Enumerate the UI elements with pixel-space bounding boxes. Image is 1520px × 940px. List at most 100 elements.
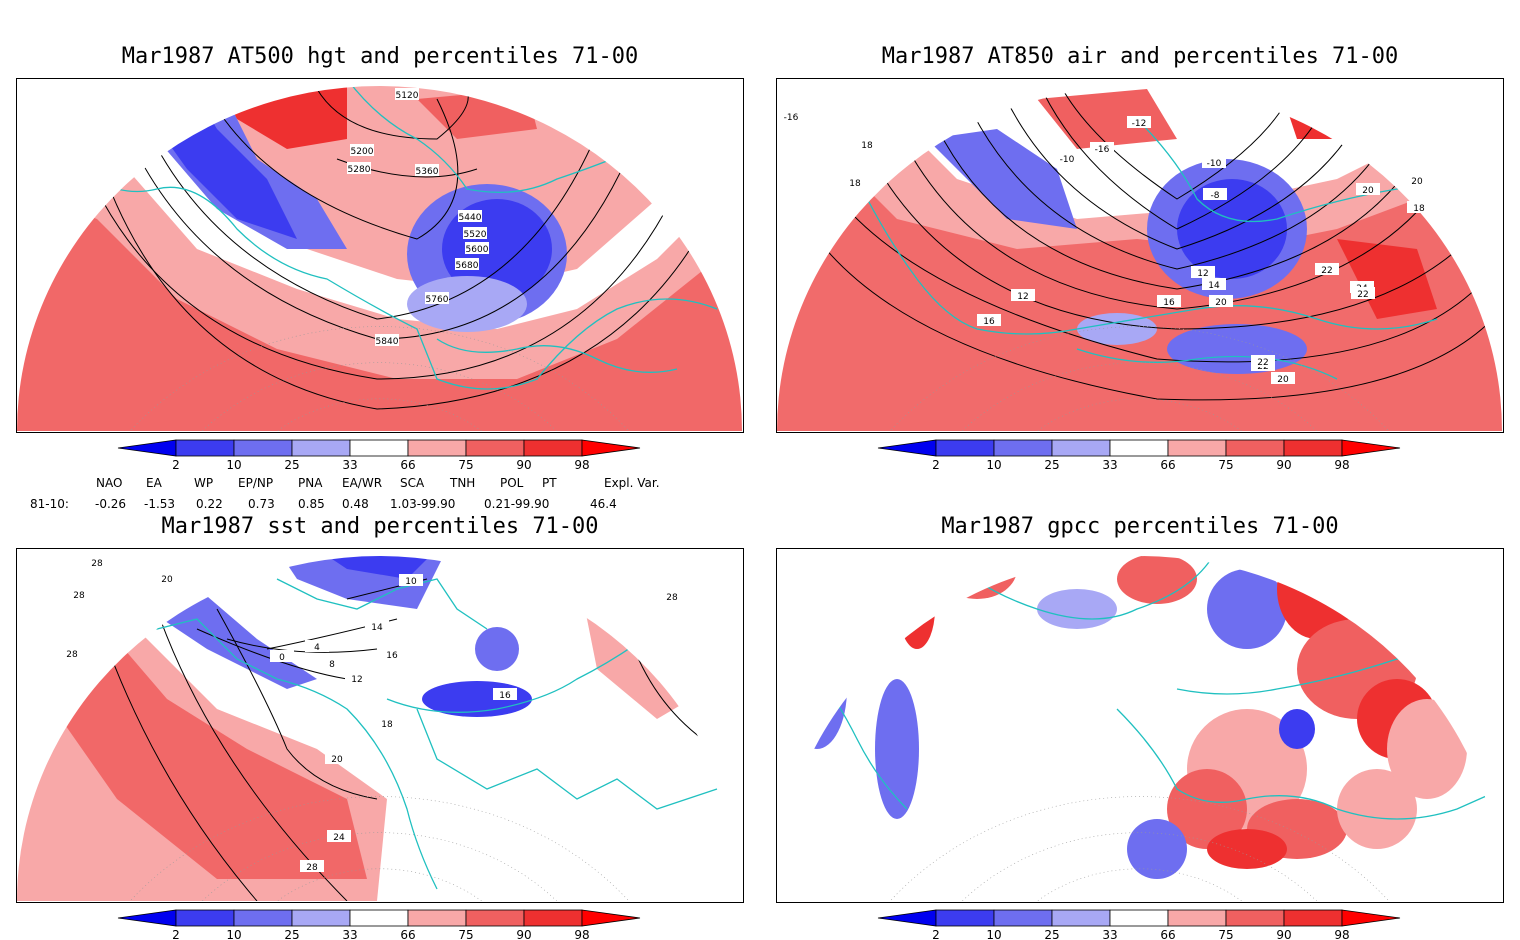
colorbar-tick-label: 10	[226, 928, 241, 940]
contour-label: 16	[983, 317, 995, 327]
colorbar-tick-label: 25	[284, 928, 299, 940]
contour-label: 16	[386, 651, 398, 661]
colorbar-tick-label: 75	[1218, 928, 1233, 940]
index-value: 0.22	[196, 497, 223, 511]
contour-label: 5520	[464, 230, 487, 240]
contour-label: 5200	[351, 147, 374, 157]
contour-label: 22	[1321, 266, 1332, 276]
contour-label: 14	[1208, 281, 1220, 291]
index-header: Expl. Var.	[604, 476, 660, 490]
index-value: 46.4	[590, 497, 617, 511]
colorbar-tick-label: 25	[284, 458, 299, 472]
percentile-shading	[1077, 313, 1157, 345]
percentile-shading	[1127, 819, 1187, 879]
coastline	[76, 168, 718, 390]
map-panel-air850: -161818-12-10-16-10-81214162022242220121…	[776, 78, 1504, 433]
contour-label: 12	[1197, 269, 1208, 279]
contour-label: 28	[66, 650, 78, 660]
contour-label: 4	[314, 643, 320, 653]
colorbar-tick-label: 98	[574, 458, 589, 472]
index-value: 0.48	[342, 497, 369, 511]
contour-label: 18	[861, 141, 873, 151]
colorbar-tick-label: 75	[1218, 458, 1233, 472]
contour-line	[216, 98, 459, 240]
colorbar-tick-label: 2	[172, 458, 180, 472]
contour-label: -10	[1207, 159, 1222, 169]
colorbar-tick-label: 98	[1334, 928, 1349, 940]
coastline	[416, 708, 718, 810]
percentile-shading	[407, 276, 527, 332]
contour-label: 5600	[466, 245, 489, 255]
contour-label: 5440	[459, 213, 482, 223]
colorbar-tick-label: 66	[1160, 928, 1175, 940]
colorbar: 2 10 25 33 66 75 90 98	[877, 909, 1408, 940]
contour-label: 20	[1362, 186, 1374, 196]
contour-label: 16	[499, 691, 511, 701]
contour-line	[76, 79, 742, 410]
percentile-shading	[475, 627, 519, 671]
contour-label: 20	[1215, 298, 1227, 308]
contour-label: -12	[1132, 119, 1147, 129]
contour-line	[1056, 79, 1298, 200]
contour-label: -10	[1060, 155, 1075, 165]
index-value: 0.21-99.90	[484, 497, 550, 511]
colorbar-tick-label: 33	[1102, 458, 1117, 472]
colorbar-tick-label: 98	[574, 928, 589, 940]
contour-label: 0	[279, 653, 285, 663]
colorbar-tick-label: 75	[458, 458, 473, 472]
coastline	[116, 588, 438, 890]
contour-label: 20	[161, 575, 173, 585]
colorbar-tick-label: 33	[1102, 928, 1117, 940]
colorbar-tick-label: 98	[1334, 458, 1349, 472]
map-panel-gpcc	[776, 548, 1504, 903]
percentile-shading	[1337, 769, 1417, 849]
colorbar-tick-label: 90	[516, 928, 531, 940]
contour-label: 10	[405, 577, 417, 587]
map-panel-sst: 28 28 28 20 0 4 8 12 14 10 16 18 20 24 28 28 16	[16, 548, 744, 903]
coastline	[1136, 118, 1478, 223]
percentile-shading	[1387, 699, 1467, 799]
contour-line	[216, 608, 378, 800]
index-header: POL	[500, 476, 524, 490]
contour-label: 22	[1257, 358, 1268, 368]
contour-label: 28	[91, 559, 103, 569]
colorbar: 2 10 25 33 66 75 90 98	[117, 439, 648, 472]
index-value: 0.85	[298, 497, 325, 511]
contour-line	[226, 638, 378, 653]
index-value: -1.53	[144, 497, 176, 511]
contour-label: 24	[333, 833, 345, 843]
contour-line	[996, 79, 1378, 250]
colorbar-tick-label: 2	[932, 458, 940, 472]
contour-label: -8	[1211, 191, 1220, 201]
index-header: TNH	[450, 476, 476, 490]
percentile-shading	[1177, 179, 1287, 279]
panel-title-gpcc: Mar1987 gpcc percentiles 71-00	[941, 514, 1339, 539]
colorbar-tick-label: 10	[986, 928, 1001, 940]
contour-label: 5360	[416, 167, 439, 177]
contour-label: 16	[1163, 298, 1175, 308]
colorbar-tick-label: 90	[1276, 928, 1291, 940]
contour-label: 28	[666, 593, 678, 603]
contour-line	[126, 79, 618, 320]
colorbar-tick-label: 66	[400, 458, 415, 472]
panel-title-sst: Mar1987 sst and percentiles 71-00	[161, 514, 599, 539]
panel-title-hgt500: Mar1987 AT500 hgt and percentiles 71-00	[121, 44, 639, 69]
contour-label: 20	[331, 755, 343, 765]
contour-label: 28	[306, 863, 318, 873]
contour-label: 22	[1357, 290, 1368, 300]
colorbar: 2 10 25 33 66 75 90 98	[117, 909, 648, 940]
map-panel-hgt500: 5120 5200 5280 5360 5440 5520 5600 5680 5760 5840	[16, 78, 744, 433]
contour-label: 5760	[426, 295, 449, 305]
contour-label: 14	[371, 623, 383, 633]
percentile-shading	[1037, 589, 1117, 629]
contour-label: 28	[73, 591, 85, 601]
index-header: PNA	[298, 476, 323, 490]
contour-label: -16	[1095, 145, 1110, 155]
contour-line	[1036, 79, 1338, 230]
percentile-shading	[1167, 324, 1307, 374]
colorbar-tick-label: 10	[986, 458, 1001, 472]
contour-label: 18	[1413, 204, 1425, 214]
index-value: -0.26	[95, 497, 127, 511]
colorbar-tick-label: 2	[172, 928, 180, 940]
contour-label: 5120	[396, 91, 419, 101]
